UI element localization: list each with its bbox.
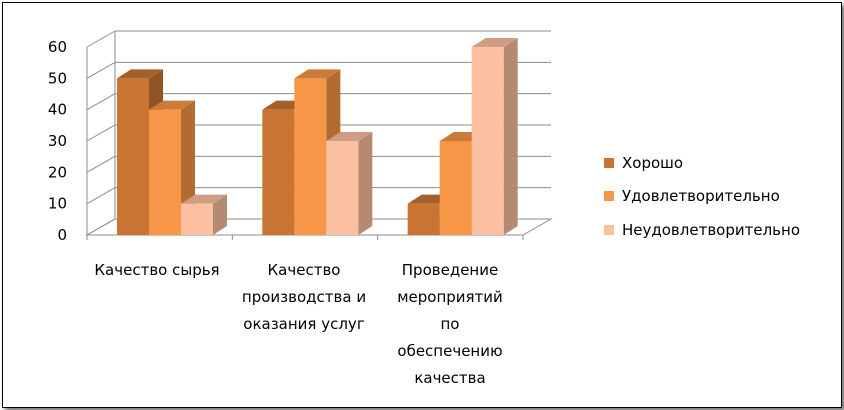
- gridline-side: [86, 93, 116, 111]
- legend-item-satisfactory: Удовлетворительно: [604, 186, 800, 207]
- bar-front: [407, 203, 440, 235]
- y-tick-label: 10: [48, 195, 67, 213]
- y-tick-label: 60: [48, 38, 67, 56]
- legend-item-unsatisfactory: Неудовлетворительно: [604, 219, 800, 240]
- y-tick-label: 0: [57, 226, 67, 244]
- legend-label-unsatisfactory: Неудовлетворительно: [622, 220, 800, 239]
- bar-top: [117, 69, 163, 79]
- bar-side: [358, 132, 373, 235]
- x-category-label: Качество сырья: [94, 261, 220, 279]
- bar-top: [471, 38, 518, 47]
- gridline-side: [86, 187, 116, 205]
- bar-top: [149, 100, 195, 110]
- bar-side: [503, 38, 518, 235]
- bar-top: [181, 194, 227, 204]
- bar-front: [149, 109, 181, 235]
- legend: Хорошо Удовлетворительно Неудовлетворите…: [604, 152, 800, 253]
- y-tick-label: 40: [48, 101, 67, 119]
- gridline-side: [86, 124, 116, 142]
- legend-label-good: Хорошо: [622, 153, 684, 172]
- bar-front: [326, 141, 359, 235]
- legend-label-satisfactory: Удовлетворительно: [622, 187, 780, 205]
- bar-front: [471, 47, 504, 235]
- bar-front: [439, 141, 472, 235]
- y-tick-label: 30: [48, 132, 67, 150]
- gridline-side: [86, 30, 116, 48]
- gridline-side: [86, 61, 116, 79]
- legend-swatch-satisfactory: [604, 191, 614, 201]
- gridline-side: [86, 155, 116, 173]
- y-tick-label: 20: [48, 163, 67, 181]
- bar-front: [117, 78, 149, 235]
- bar-top: [326, 132, 373, 141]
- bar-side: [213, 194, 227, 235]
- legend-swatch-unsatisfactory: [604, 224, 614, 235]
- bar-front: [181, 203, 213, 235]
- bar-front: [262, 109, 295, 235]
- bar-top: [294, 69, 341, 79]
- x-category-label: Проведение мероприятий по обеспечению ка…: [397, 261, 503, 387]
- x-category-label: Качество производства и оказания услуг: [241, 261, 367, 333]
- bar-front: [294, 78, 327, 235]
- legend-item-good: Хорошо: [604, 152, 800, 173]
- y-tick-label: 50: [48, 69, 67, 87]
- legend-swatch-good: [604, 157, 614, 168]
